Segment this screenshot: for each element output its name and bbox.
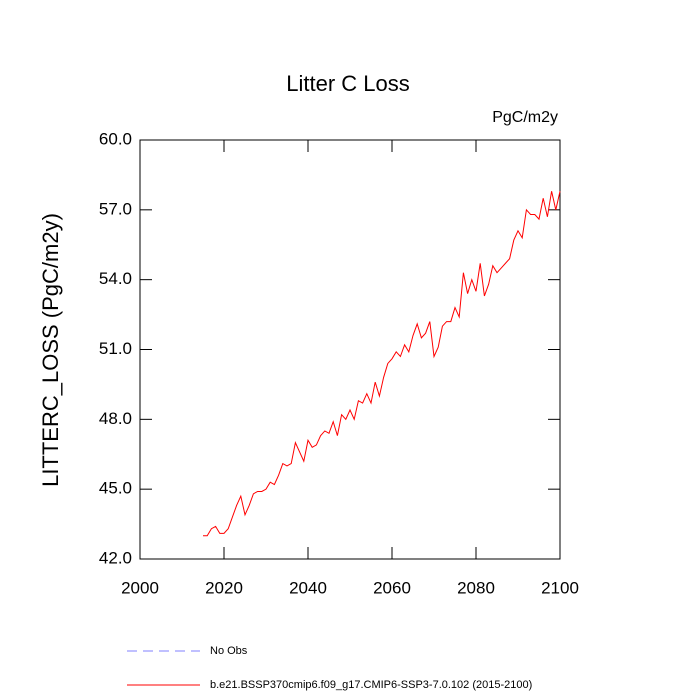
y-tick-label: 60.0 — [99, 129, 132, 148]
plot-frame — [139, 139, 561, 560]
y-tick-label: 42.0 — [99, 548, 132, 567]
legend-label: No Obs — [210, 645, 248, 657]
chart-title: Litter C Loss — [286, 71, 410, 96]
y-tick-label: 48.0 — [99, 409, 132, 428]
y-axis-label: LITTERC_LOSS (PgC/m2y) — [38, 213, 63, 487]
y-tick-label: 51.0 — [99, 339, 132, 358]
units-label: PgC/m2y — [492, 109, 558, 126]
x-tick-label: 2100 — [541, 578, 579, 597]
y-tick-label: 45.0 — [99, 479, 132, 498]
x-tick-label: 2060 — [373, 578, 411, 597]
legend-label: b.e21.BSSP370cmip6.f09_g17.CMIP6-SSP3-7.… — [210, 679, 532, 691]
x-tick-label: 2000 — [121, 578, 159, 597]
y-tick-label: 54.0 — [99, 269, 132, 288]
x-tick-label: 2020 — [205, 578, 243, 597]
y-tick-label: 57.0 — [99, 199, 132, 218]
data-line — [203, 191, 561, 537]
x-tick-label: 2040 — [289, 578, 327, 597]
x-tick-label: 2080 — [457, 578, 495, 597]
